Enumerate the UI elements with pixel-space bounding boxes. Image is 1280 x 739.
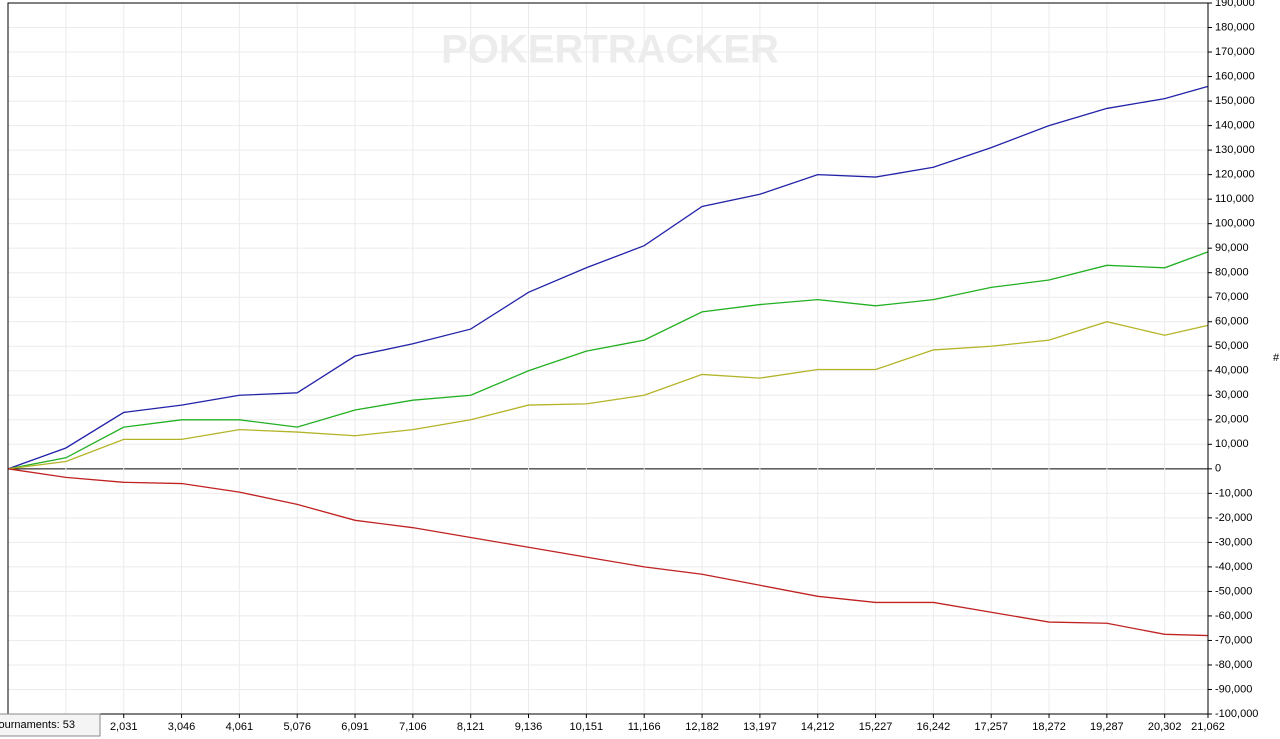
series-line xyxy=(7,321,1209,470)
y-tick-label: -40,000 xyxy=(1215,561,1252,573)
y-tick-label: -20,000 xyxy=(1215,512,1252,524)
x-tick-label: 15,227 xyxy=(859,721,893,733)
x-tick-label: 10,151 xyxy=(570,721,604,733)
y-tick-label: 80,000 xyxy=(1215,267,1249,279)
y-tick-label: 150,000 xyxy=(1215,95,1255,107)
x-tick-label: 21,062 xyxy=(1191,721,1225,733)
tooltip-box xyxy=(0,713,101,737)
y-tick-label: -60,000 xyxy=(1215,610,1252,622)
y-tick-label: 20,000 xyxy=(1215,414,1249,426)
y-tick-label: 50,000 xyxy=(1215,340,1249,352)
y-tick-label: 140,000 xyxy=(1215,119,1255,131)
x-tick-label: 18,272 xyxy=(1032,721,1066,733)
y-tick-label: -100,000 xyxy=(1215,708,1258,720)
x-tick-label: 8,121 xyxy=(457,721,485,733)
series-line xyxy=(7,85,1209,470)
y-tick-label: 90,000 xyxy=(1215,242,1249,254)
y-tick-label: 190,000 xyxy=(1215,0,1255,9)
y-tick-label: 40,000 xyxy=(1215,365,1249,377)
plot-frame xyxy=(7,2,1209,715)
y-tick-label: 120,000 xyxy=(1215,169,1255,181)
y-tick-label: -30,000 xyxy=(1215,536,1252,548)
y-tick-label: 10,000 xyxy=(1215,438,1249,450)
y-tick-label: 180,000 xyxy=(1215,21,1255,33)
watermark: POKERTRACKER xyxy=(441,28,779,72)
x-tick-label: 13,197 xyxy=(743,721,777,733)
y-tick-label: 0 xyxy=(1215,463,1221,475)
y-tick-label: 60,000 xyxy=(1215,316,1249,328)
series-line xyxy=(7,468,1209,637)
x-tick-label: 19,287 xyxy=(1090,721,1124,733)
x-tick-label: 16,242 xyxy=(917,721,951,733)
x-tick-label: 7,106 xyxy=(399,721,427,733)
y-tick-label: -80,000 xyxy=(1215,659,1252,671)
x-tick-label: 20,302 xyxy=(1148,721,1182,733)
x-tick-label: 11,166 xyxy=(628,721,661,733)
series-line xyxy=(7,251,1209,470)
x-tick-label: 4,061 xyxy=(226,721,254,733)
y-tick-label: -50,000 xyxy=(1215,585,1252,597)
tooltip-text: Tournaments: 53 xyxy=(0,719,75,731)
y-tick-label: 130,000 xyxy=(1215,144,1255,156)
y-tick-label: 160,000 xyxy=(1215,70,1255,82)
y-tick-label: -90,000 xyxy=(1215,683,1252,695)
y-tick-label: -10,000 xyxy=(1215,487,1252,499)
x-tick-label: 5,076 xyxy=(283,721,311,733)
y-tick-label: 30,000 xyxy=(1215,389,1249,401)
y-tick-label: 70,000 xyxy=(1215,291,1249,303)
y-tick-label: -70,000 xyxy=(1215,634,1252,646)
x-tick-label: 6,091 xyxy=(341,721,369,733)
x-tick-label: 17,257 xyxy=(974,721,1008,733)
x-tick-label: 14,212 xyxy=(801,721,835,733)
x-tick-label: 2,031 xyxy=(110,721,138,733)
x-tick-label: 12,182 xyxy=(685,721,719,733)
y-axis-label: # xyxy=(1273,352,1280,364)
y-tick-label: 100,000 xyxy=(1215,218,1255,230)
y-tick-label: 110,000 xyxy=(1215,193,1254,205)
y-tick-label: 170,000 xyxy=(1215,46,1255,58)
x-tick-label: 9,136 xyxy=(515,721,543,733)
x-tick-label: 3,046 xyxy=(168,721,196,733)
